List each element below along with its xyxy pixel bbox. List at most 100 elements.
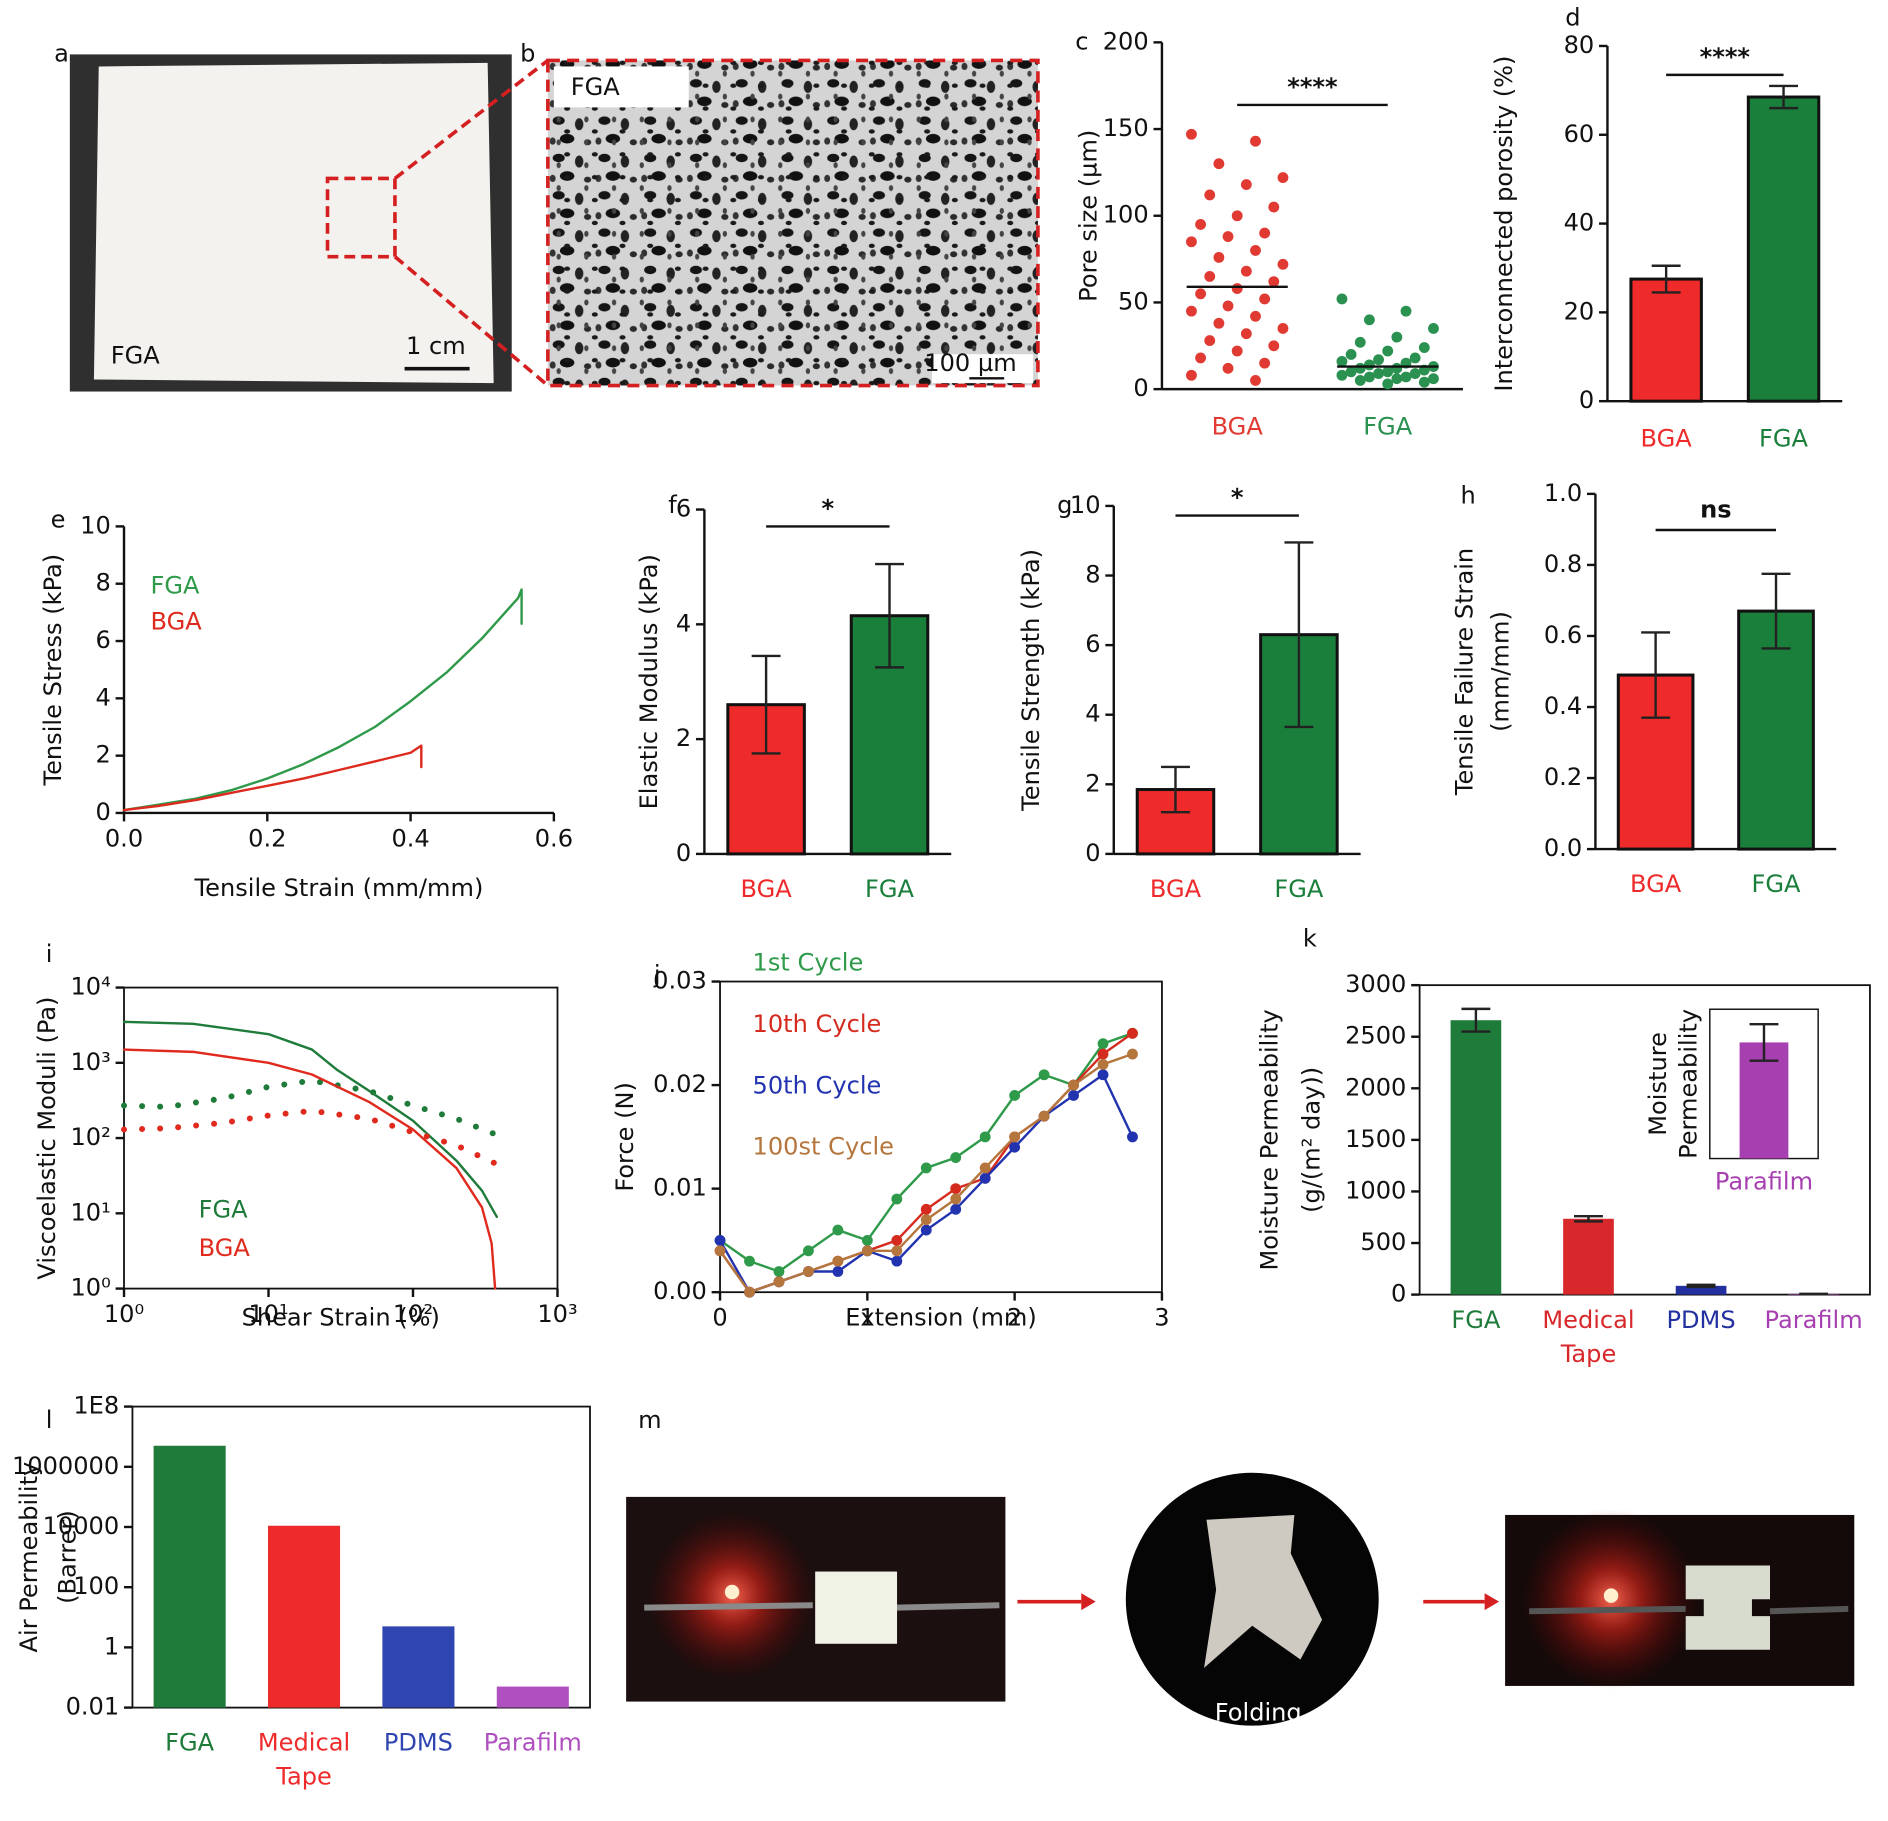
- data-point: [1363, 371, 1375, 383]
- led: [724, 1584, 740, 1600]
- bar: [1629, 277, 1703, 403]
- y-axis-label: Air Permeability: [15, 1462, 43, 1653]
- data-point: [891, 1255, 903, 1267]
- x-axis-label: Shear Strain (%): [242, 1304, 440, 1332]
- sample-label: FGA: [111, 342, 161, 370]
- y-tick-label: 10: [1070, 491, 1101, 519]
- y-tick-label: 2: [1085, 769, 1100, 797]
- data-point: [1097, 1069, 1109, 1081]
- x-tick-label: 0: [712, 1304, 727, 1332]
- y-tick-label: 60: [1564, 120, 1595, 148]
- x-tick-label: BGA: [1150, 875, 1202, 903]
- panel-label: c: [1075, 27, 1088, 55]
- data-line: [718, 1073, 1134, 1294]
- x-axis-label: Extension (mm): [845, 1304, 1037, 1332]
- y-tick-label: 100: [1103, 201, 1149, 229]
- panel-label: h: [1461, 481, 1476, 509]
- data-point: [920, 1162, 932, 1174]
- data-point: [1213, 317, 1225, 329]
- data-line: [122, 744, 423, 812]
- sem-texture: [547, 60, 1038, 386]
- y-tick-label: 2: [95, 741, 110, 769]
- x-tick-label: FGA: [1451, 1306, 1501, 1334]
- bar: [1563, 1218, 1614, 1295]
- arrow-head: [1081, 1593, 1096, 1611]
- data-point: [1354, 375, 1366, 386]
- data-point: [1009, 1141, 1021, 1153]
- data-point: [1250, 245, 1261, 256]
- y-tick-label: 1500: [1345, 1125, 1406, 1153]
- bar: [153, 1445, 226, 1708]
- data-point: [891, 1245, 903, 1257]
- data-point: [1204, 271, 1216, 282]
- x-tick-label: Medical: [258, 1729, 350, 1757]
- data-point: [1240, 265, 1252, 277]
- y-tick-label: 2000: [1345, 1073, 1406, 1101]
- data-point: [1097, 1058, 1109, 1070]
- y-axis-label: Tensile Failure Strain: [1450, 548, 1478, 796]
- data-point: [1259, 227, 1271, 239]
- significance-label: ns: [1700, 496, 1731, 524]
- wire: [644, 1602, 1000, 1611]
- wire: [1529, 1605, 1849, 1615]
- y-tick-label: 8: [1085, 561, 1100, 589]
- data-point: [1345, 349, 1357, 360]
- x-tick-label: 2: [1007, 1304, 1022, 1332]
- data-line: [122, 1020, 499, 1219]
- bar: [1675, 1285, 1727, 1295]
- data-point: [1418, 376, 1430, 388]
- error-bar: [1749, 1022, 1779, 1062]
- sample-label: FGA: [571, 73, 621, 101]
- x-tick-label: FGA: [1759, 425, 1809, 453]
- error-bar: [1641, 631, 1671, 719]
- caption: Folding: [1215, 1699, 1302, 1727]
- bar: [267, 1525, 341, 1708]
- data-line: [122, 588, 523, 812]
- data-point: [1336, 355, 1348, 367]
- y-tick-label: 0.2: [1544, 763, 1582, 791]
- data-line: [121, 1077, 500, 1138]
- panel-label: g: [1057, 491, 1072, 519]
- data-point: [979, 1131, 991, 1143]
- x-tick-label: BGA: [740, 875, 792, 903]
- data-point: [920, 1214, 932, 1226]
- y-tick-label: 0: [95, 798, 110, 826]
- data-point: [1382, 345, 1394, 357]
- data-point: [1009, 1090, 1021, 1101]
- y-tick-label: 0.03: [653, 967, 707, 995]
- y-axis-label: Viscoelastic Moduli (Pa): [33, 997, 61, 1280]
- data-point: [1277, 172, 1289, 184]
- sample-sheet: [93, 62, 494, 384]
- panel-label: a: [54, 39, 69, 67]
- data-point: [744, 1255, 755, 1267]
- data-point: [1382, 366, 1394, 378]
- data-point: [1277, 258, 1289, 270]
- zoom-box: [325, 176, 397, 259]
- panel-label: d: [1565, 3, 1580, 31]
- data-point: [803, 1266, 814, 1277]
- significance-label: ****: [1700, 43, 1751, 71]
- y-axis-label: (g/(m² day)): [1297, 1067, 1325, 1213]
- data-point: [714, 1235, 726, 1246]
- x-tick-label: FGA: [1274, 875, 1324, 903]
- data-point: [979, 1172, 991, 1184]
- folded-sample: [1204, 1514, 1323, 1668]
- y-tick-label: 3000: [1345, 970, 1406, 998]
- data-point: [861, 1235, 873, 1246]
- legend-label: 10th Cycle: [753, 1010, 882, 1038]
- x-tick-label: Parafilm: [1715, 1168, 1813, 1196]
- x-tick-label: 10⁰: [104, 1300, 144, 1328]
- y-tick-label: 40: [1564, 209, 1595, 237]
- data-point: [1391, 331, 1403, 343]
- data-point: [1186, 305, 1197, 317]
- y-tick-label: 0: [1085, 839, 1100, 867]
- data-point: [1195, 352, 1207, 364]
- error-bar: [1686, 1283, 1716, 1289]
- data-line: [121, 1107, 500, 1168]
- panel-label: j: [653, 961, 661, 989]
- x-tick-label: Parafilm: [484, 1729, 582, 1757]
- data-point: [1418, 342, 1430, 353]
- data-point: [950, 1183, 962, 1195]
- data-point: [1250, 135, 1261, 147]
- x-tick-label: Tape: [275, 1762, 332, 1790]
